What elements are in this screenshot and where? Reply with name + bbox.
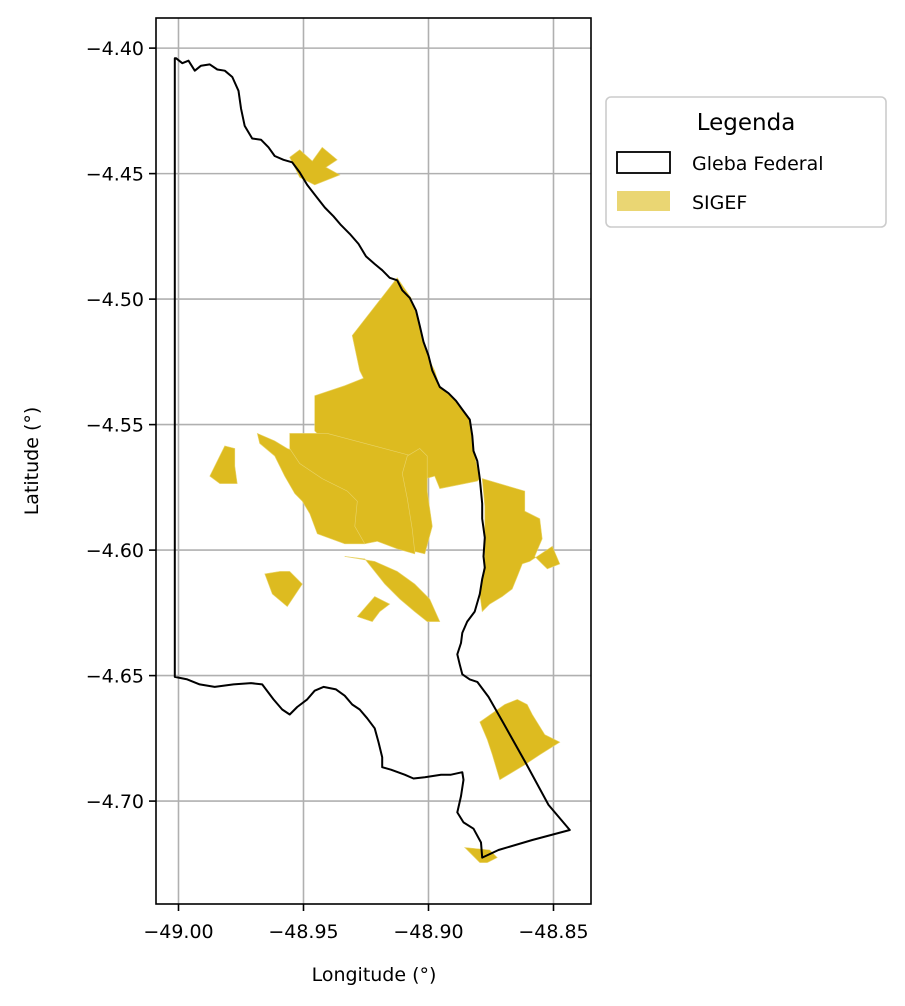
y-tick-label-4: −4.60 [86, 540, 144, 562]
legend-swatch-gleba-federal [616, 151, 671, 174]
legend-title: Legenda [697, 110, 796, 136]
y-axis-label: Latitude (°) [21, 407, 43, 516]
x-tick-label-0: −49.00 [143, 921, 213, 943]
y-tick-label-1: −4.45 [86, 164, 144, 186]
gleba-federal-polygon [173, 57, 571, 859]
plot-area-frame [155, 17, 592, 905]
y-axis-ticks: −4.40 −4.45 −4.50 −4.55 −4.60 −4.65 −4.70 [86, 38, 156, 813]
sigef-parcel-9 [479, 478, 561, 613]
sigef-parcel-7 [344, 556, 441, 622]
x-tick-label-2: −48.90 [393, 921, 463, 943]
y-tick-label-0: −4.40 [86, 38, 144, 60]
legend-swatch-sigef [617, 191, 670, 211]
sigef-parcel-4 [401, 448, 433, 555]
y-tick-label-2: −4.50 [86, 289, 144, 311]
sigef-parcel-0 [289, 146, 341, 186]
gleba-federal-boundary [173, 57, 571, 859]
sigef-parcels [209, 146, 561, 863]
legend-label-sigef: SIGEF [692, 192, 747, 214]
sigef-parcel-8 [356, 596, 391, 622]
sigef-parcel-10 [479, 699, 561, 781]
sigef-parcel-5 [209, 445, 238, 484]
x-tick-label-1: −48.95 [268, 921, 338, 943]
y-tick-label-3: −4.55 [86, 415, 144, 437]
legend-label-gleba-federal: Gleba Federal [692, 153, 824, 175]
y-tick-label-5: −4.65 [86, 666, 144, 688]
x-axis-ticks: −49.00 −48.95 −48.90 −48.85 [143, 904, 589, 943]
legend-box [605, 96, 887, 228]
legend: Legenda Gleba Federal SIGEF [605, 96, 887, 228]
x-tick-label-3: −48.85 [518, 921, 588, 943]
sigef-parcel-6 [264, 571, 303, 608]
y-tick-label-6: −4.70 [86, 791, 144, 813]
x-axis-label: Longitude (°) [312, 964, 437, 986]
